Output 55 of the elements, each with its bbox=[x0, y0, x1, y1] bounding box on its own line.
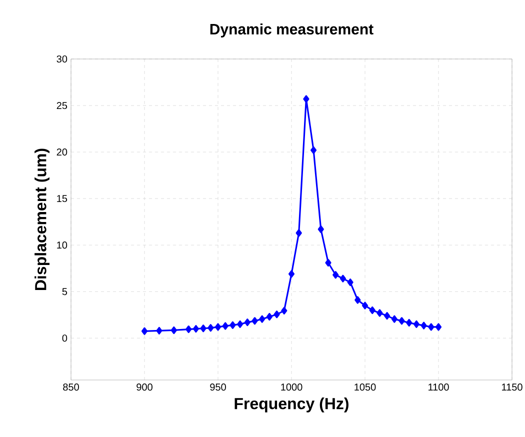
point bbox=[325, 258, 332, 267]
x-tick-label: 850 bbox=[63, 384, 79, 391]
point bbox=[244, 318, 250, 326]
y-tick-label: 5 bbox=[62, 288, 68, 296]
point bbox=[208, 324, 214, 332]
point bbox=[266, 312, 272, 321]
x-tick-label: 1050 bbox=[354, 384, 376, 391]
x-tick-label: 1150 bbox=[502, 384, 522, 391]
point bbox=[230, 321, 236, 329]
point bbox=[156, 326, 162, 334]
point bbox=[362, 302, 368, 310]
point bbox=[237, 320, 244, 328]
point bbox=[391, 315, 398, 323]
point bbox=[354, 296, 361, 304]
y-tick-label: 10 bbox=[57, 242, 68, 249]
point bbox=[340, 274, 346, 282]
y-tick-label: 20 bbox=[56, 148, 68, 156]
point bbox=[281, 306, 288, 314]
point bbox=[406, 318, 412, 327]
y-tick-label: 30 bbox=[56, 55, 68, 63]
point bbox=[347, 278, 354, 286]
point bbox=[274, 310, 280, 318]
point bbox=[259, 315, 266, 323]
point bbox=[222, 322, 228, 330]
point bbox=[318, 225, 324, 234]
point bbox=[435, 323, 442, 331]
point bbox=[332, 271, 339, 279]
point bbox=[170, 326, 177, 334]
point bbox=[200, 324, 206, 332]
point bbox=[252, 317, 258, 325]
point bbox=[428, 323, 434, 331]
point bbox=[296, 229, 302, 237]
y-axis-title: Displacement (um) bbox=[34, 148, 50, 290]
point bbox=[369, 306, 376, 314]
point bbox=[288, 270, 295, 278]
point bbox=[141, 327, 148, 335]
y-tick-label: 15 bbox=[57, 195, 68, 202]
point bbox=[420, 322, 427, 330]
point bbox=[303, 95, 310, 103]
x-axis-title: Frequency (Hz) bbox=[234, 397, 348, 412]
point bbox=[214, 323, 222, 331]
chart-title: Dynamic measurement bbox=[210, 23, 374, 38]
point bbox=[310, 146, 317, 154]
point bbox=[384, 312, 390, 320]
y-tick-label: 25 bbox=[56, 102, 68, 110]
point bbox=[413, 320, 420, 328]
point bbox=[376, 309, 383, 317]
x-tick-label: 1100 bbox=[428, 384, 449, 391]
point bbox=[192, 325, 199, 333]
point bbox=[186, 325, 192, 334]
y-tick-label: 0 bbox=[62, 334, 68, 342]
x-tick-label: 1000 bbox=[281, 384, 302, 391]
x-tick-label: 900 bbox=[136, 384, 152, 391]
x-tick-label: 950 bbox=[210, 384, 226, 391]
point bbox=[398, 317, 405, 325]
